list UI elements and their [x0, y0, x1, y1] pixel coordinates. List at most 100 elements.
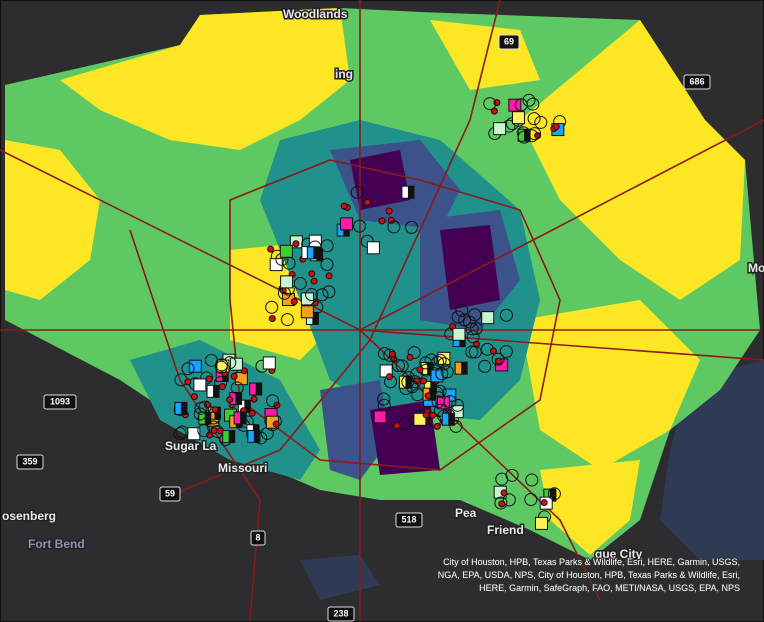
marker-dot [267, 245, 275, 253]
place-label: gue City [595, 547, 643, 561]
marker-circle [525, 129, 539, 143]
marker-dot [388, 350, 396, 358]
marker-square [300, 305, 314, 319]
marker-dot [378, 217, 386, 225]
marker-circle [193, 407, 207, 421]
marker-circle [315, 288, 329, 302]
marker-circle [517, 130, 531, 144]
marker-dot [272, 420, 280, 428]
marker-half [461, 362, 468, 375]
marker-square [339, 217, 353, 231]
marker-dot [406, 353, 414, 361]
marker-circle [451, 398, 465, 412]
marker-dot [241, 367, 249, 375]
place-label: Friend [487, 523, 524, 537]
choropleth-zone [60, 8, 350, 150]
marker-circle [522, 93, 536, 107]
marker-circle [505, 468, 519, 482]
marker-dot [495, 357, 503, 365]
markers [173, 93, 567, 530]
marker-dot [310, 277, 318, 285]
road-shield [43, 394, 77, 410]
marker-circle [455, 303, 469, 317]
marker-circle [435, 367, 449, 381]
marker-circle [465, 322, 479, 336]
choropleth-zone [5, 140, 100, 300]
marker-circle [387, 220, 401, 234]
marker-circle [499, 308, 513, 322]
road-shield-label: 518 [401, 514, 416, 524]
marker-dot [363, 198, 371, 206]
marker-circle [524, 493, 538, 507]
marker-circle [392, 359, 406, 373]
marker-circle [494, 496, 508, 510]
marker-circle [466, 330, 480, 344]
marker-dot [250, 395, 258, 403]
marker-dot [218, 383, 226, 391]
marker-dot [552, 123, 560, 131]
marker-dot [230, 372, 238, 380]
place-label: Woodlands [283, 7, 348, 21]
marker-circle [443, 395, 457, 409]
marker-circle [175, 425, 189, 439]
marker-square [262, 356, 276, 370]
marker-dot [340, 202, 348, 210]
marker-circle [451, 310, 465, 324]
marker-dot [393, 422, 401, 430]
marker-dot [292, 240, 300, 248]
marker-half [427, 362, 434, 375]
road-shield-label: 686 [689, 76, 704, 86]
road-shield-label: 359 [22, 456, 37, 466]
marker-circle [383, 348, 397, 362]
marker-half [429, 388, 436, 401]
road-shield [395, 512, 423, 528]
marker-circle [525, 473, 539, 487]
marker-circle [405, 220, 419, 234]
marker-dot [424, 392, 432, 400]
marker-square [493, 122, 507, 136]
marker-dot [385, 373, 393, 381]
marker-circle [305, 288, 319, 302]
marker-circle [405, 380, 419, 394]
marker-half [253, 430, 260, 443]
marker-square [534, 516, 548, 530]
place-label: osenberg [2, 509, 56, 523]
highway [359, 329, 764, 361]
marker-square [366, 241, 380, 255]
marker-square [481, 311, 495, 325]
marker-dot [268, 315, 276, 323]
marker-square [193, 378, 207, 392]
marker-dot [416, 366, 424, 374]
marker-circle [419, 356, 433, 370]
marker-circle [465, 345, 479, 359]
choropleth-zone [320, 380, 390, 480]
road-shield-label: 8 [255, 532, 260, 542]
choropleth-zone [520, 300, 700, 470]
marker-circle [322, 285, 336, 299]
marker-dot [422, 411, 430, 419]
marker-circle [499, 344, 513, 358]
marker-circle [547, 487, 561, 501]
marker-half [255, 382, 262, 395]
marker-circle [433, 353, 447, 367]
marker-dot [290, 298, 298, 306]
marker-circle [527, 112, 541, 126]
marker-half [448, 413, 455, 426]
marker-circle [265, 300, 279, 314]
marker-dot [184, 378, 192, 386]
marker-dot [500, 489, 508, 497]
marker-circle [483, 97, 497, 111]
marker-square [280, 275, 294, 289]
marker-circle [491, 352, 505, 366]
marker-half [213, 385, 220, 398]
marker-dot [490, 107, 498, 115]
marker-circle [353, 219, 367, 233]
marker-circle [437, 357, 451, 371]
marker-circle [440, 365, 454, 379]
marker-circle [266, 394, 280, 408]
road-shield [683, 74, 711, 90]
marker-dot [387, 216, 395, 224]
marker-dot [190, 393, 198, 401]
marker-circle [433, 403, 447, 417]
